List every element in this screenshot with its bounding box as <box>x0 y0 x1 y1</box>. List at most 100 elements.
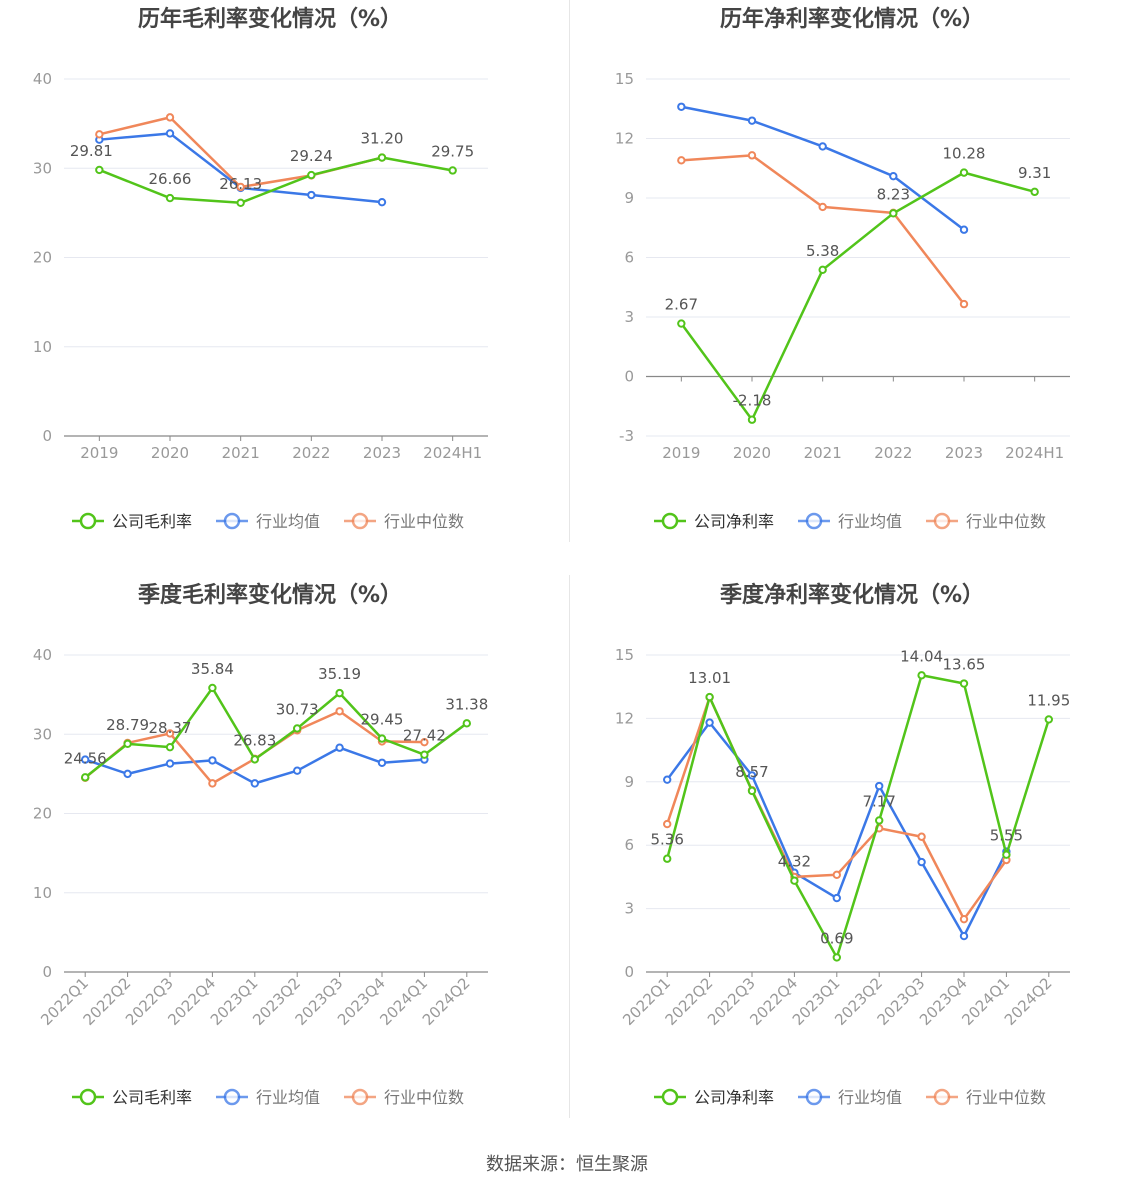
point-company <box>1002 850 1011 859</box>
data-label: 8.23 <box>877 185 910 203</box>
data-label: 14.04 <box>900 647 943 665</box>
point-company <box>959 679 969 688</box>
point-company <box>818 265 827 274</box>
series-line-industry_median <box>666 696 1008 921</box>
point-industry_avg <box>832 893 841 903</box>
y-tick-label: 0 <box>624 963 634 981</box>
x-tick-label: 2023 <box>363 444 401 462</box>
data-label: 2.67 <box>665 296 698 314</box>
legend-label: 行业中位数 <box>966 1088 1046 1107</box>
x-tick-label: 2020 <box>733 444 771 462</box>
point-industry_avg <box>81 755 90 764</box>
series-line-company <box>665 674 1050 959</box>
data-label: 26.13 <box>219 175 262 193</box>
legend-label: 行业均值 <box>256 1088 320 1107</box>
y-tick-label: 20 <box>33 805 52 823</box>
legend-label: 公司净利率 <box>694 1088 774 1107</box>
series-line-company <box>98 156 453 205</box>
data-label: 8.57 <box>735 763 768 781</box>
point-industry_avg <box>377 197 387 207</box>
point-industry_avg <box>677 102 686 111</box>
point-company <box>790 876 799 885</box>
legend-marker <box>351 512 369 530</box>
data-label: 29.81 <box>70 142 113 160</box>
data-label: 5.36 <box>650 831 683 849</box>
point-industry_avg <box>377 758 387 767</box>
point-industry_avg <box>818 142 827 151</box>
point-company <box>462 719 471 728</box>
y-tick-label: 30 <box>33 159 52 177</box>
data-label: 26.83 <box>233 731 276 749</box>
point-company <box>1044 715 1054 724</box>
point-industry_avg <box>165 129 175 138</box>
legend-item-industry_avg: 行业均值 <box>216 512 320 531</box>
chart-title: 历年毛利率变化情况（%） <box>138 6 402 32</box>
legend-marker <box>351 1088 369 1106</box>
legend-item-company: 公司净利率 <box>654 512 774 531</box>
legend-label: 行业均值 <box>256 512 320 531</box>
x-tick-label: 2024Q2 <box>419 974 474 1029</box>
point-industry_avg <box>208 756 217 765</box>
y-tick-label: 40 <box>33 646 52 664</box>
point-industry_median <box>236 182 245 192</box>
point-industry_median <box>677 156 686 165</box>
data-label: 24.56 <box>64 749 107 767</box>
data-label: 10.28 <box>943 145 986 163</box>
vertical-divider-top <box>569 0 570 542</box>
point-industry_avg <box>959 225 969 234</box>
x-tick-label: 2022 <box>874 444 912 462</box>
point-company <box>95 165 104 175</box>
y-tick-label: 15 <box>615 646 634 664</box>
data-label: 5.38 <box>806 242 839 260</box>
point-company <box>448 166 457 175</box>
y-tick-label: 12 <box>615 709 634 727</box>
point-industry_avg <box>250 779 260 788</box>
y-tick-label: 12 <box>615 130 634 148</box>
data-label: 29.75 <box>431 142 474 160</box>
legend-marker <box>223 512 241 530</box>
data-label: 5.55 <box>990 827 1023 845</box>
data-label: -2.18 <box>733 392 772 410</box>
point-industry_avg <box>335 743 344 752</box>
point-company <box>208 683 217 693</box>
data-label: 30.73 <box>276 700 319 718</box>
legend-item-company: 公司毛利率 <box>72 512 192 531</box>
point-industry_avg <box>705 718 714 727</box>
legend-label: 行业中位数 <box>384 1088 464 1107</box>
data-label: 7.17 <box>862 792 895 810</box>
data-label: 9.31 <box>1018 164 1051 182</box>
y-tick-label: 6 <box>624 249 634 267</box>
legend-label: 行业中位数 <box>384 512 464 531</box>
point-company <box>250 755 260 764</box>
point-company <box>747 786 757 796</box>
point-industry_median <box>959 914 969 924</box>
point-company <box>377 734 387 743</box>
data-label: 35.19 <box>318 665 361 683</box>
legend-marker <box>79 1088 97 1106</box>
legend-marker <box>805 1088 823 1106</box>
data-label: 13.01 <box>688 669 731 687</box>
point-company <box>677 319 686 328</box>
point-company <box>123 739 132 749</box>
series-line-industry_avg <box>681 105 965 231</box>
point-company <box>917 671 926 680</box>
legend-item-industry_median: 行业中位数 <box>344 512 464 531</box>
legend-item-industry_median: 行业中位数 <box>344 1088 464 1107</box>
data-label: 27.42 <box>403 727 446 745</box>
point-company <box>335 688 344 698</box>
chart-panel-2: 历年净利率变化情况（%） -3 0 3 6 9 12 15 2019 2020 2021 2022 20… <box>615 6 1070 531</box>
series-line-industry_median <box>681 154 965 305</box>
y-tick-label: -3 <box>619 427 634 445</box>
point-company <box>889 209 898 218</box>
data-label: 31.38 <box>445 695 488 713</box>
point-company <box>832 953 841 962</box>
legend-marker <box>661 512 679 530</box>
point-company <box>705 692 714 702</box>
data-label: 28.37 <box>149 719 192 737</box>
legend-label: 行业均值 <box>838 512 902 531</box>
vertical-divider-bottom <box>569 575 570 1118</box>
y-tick-label: 6 <box>624 836 634 854</box>
point-company <box>165 742 175 752</box>
point-industry_avg <box>917 857 926 867</box>
